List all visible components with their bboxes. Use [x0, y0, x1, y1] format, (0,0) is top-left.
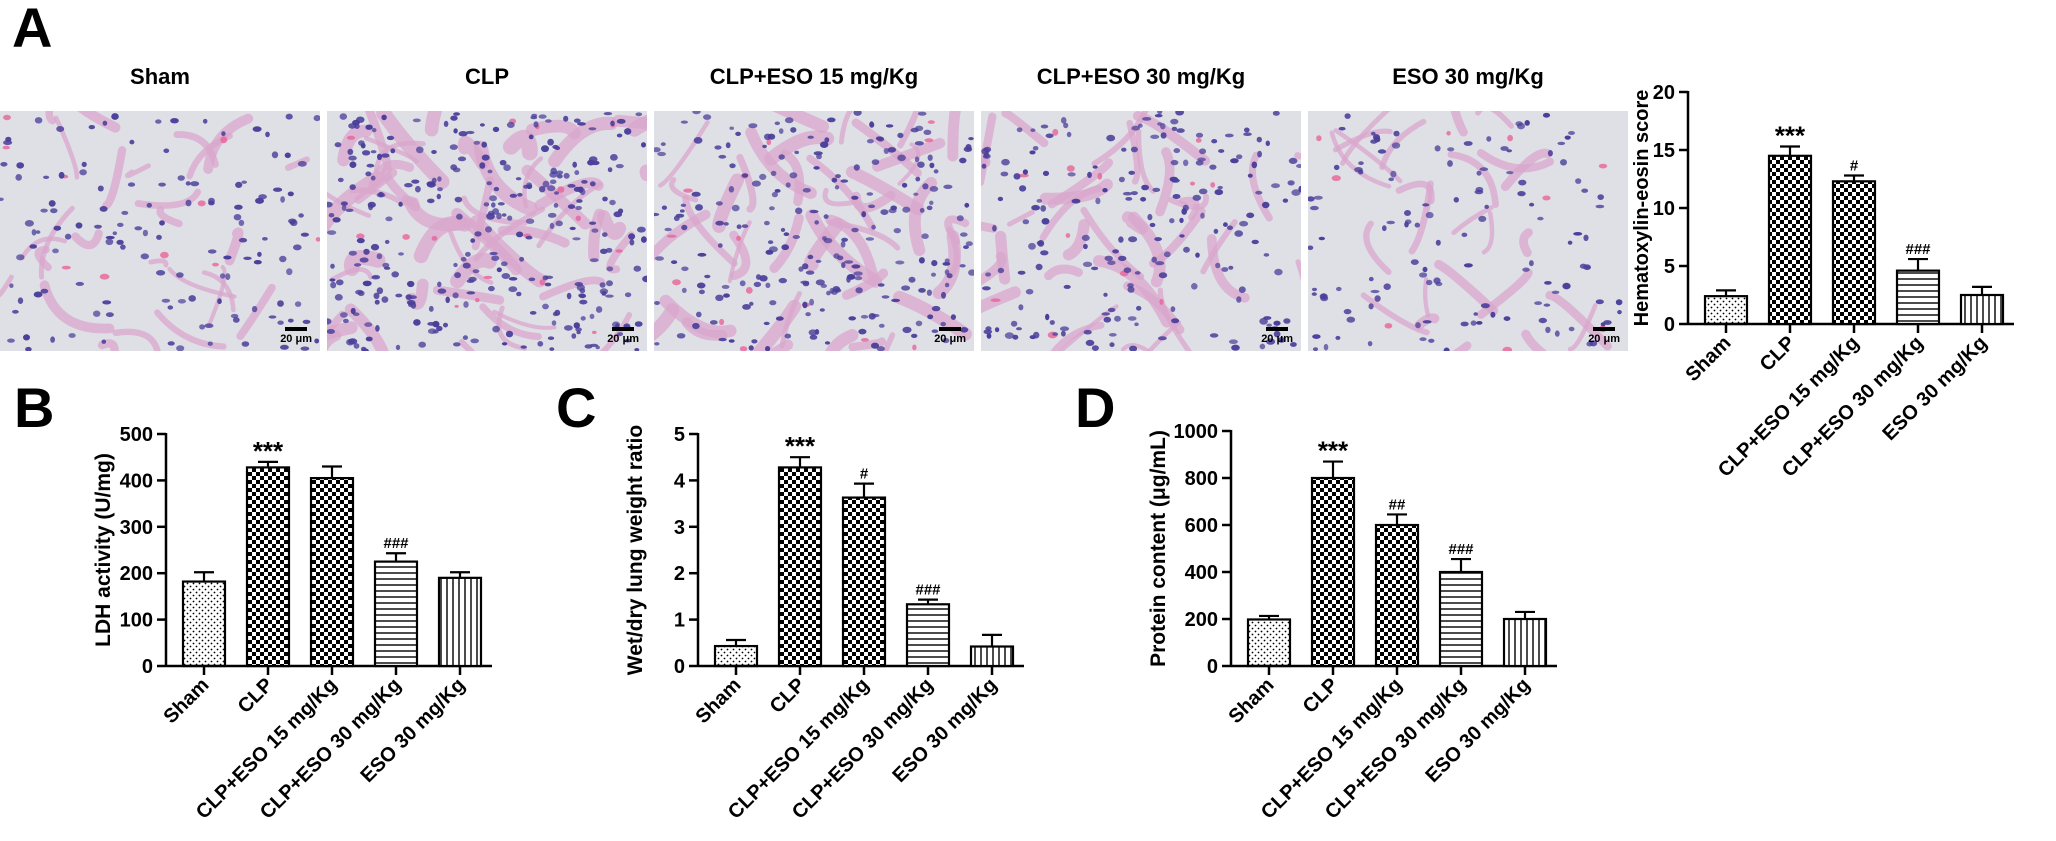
scale-bar: 20 μm — [280, 327, 312, 345]
y-tick-label: 20 — [1653, 82, 1675, 104]
bar — [1895, 269, 1941, 326]
bar — [1767, 154, 1813, 326]
histology-label-eso-30: ESO 30 mg/Kg — [1392, 64, 1544, 89]
y-tick-label: 0 — [1207, 656, 1218, 678]
histology-label-clp-eso-15: CLP+ESO 15 mg/Kg — [709, 64, 919, 89]
bar — [1310, 476, 1356, 668]
y-tick-label: 10 — [1653, 198, 1675, 220]
y-tick-label: 800 — [1185, 468, 1218, 490]
x-tick-label: CLP — [766, 674, 810, 718]
panel-letter-d: D — [1075, 376, 1116, 439]
bar — [437, 576, 483, 668]
y-tick-label: 600 — [1185, 515, 1218, 537]
y-tick-label: 200 — [120, 563, 153, 585]
bar — [713, 644, 759, 668]
y-tick-label: 1000 — [1174, 421, 1219, 443]
significance-label: *** — [785, 431, 816, 461]
bar — [969, 645, 1015, 668]
significance-label: ## — [1389, 496, 1406, 513]
bar — [1959, 293, 2005, 326]
y-tick-label: 400 — [120, 470, 153, 492]
scale-bar: 20 μm — [934, 327, 966, 345]
x-tick-label: CLP — [1756, 332, 1800, 376]
scale-bar: 20 μm — [1588, 327, 1620, 345]
bar — [309, 476, 355, 668]
panel-letter-b: B — [14, 376, 55, 439]
significance-label: ### — [1905, 241, 1931, 258]
x-tick-label: CLP — [1299, 674, 1343, 718]
bar — [1374, 523, 1420, 668]
bar — [373, 560, 419, 668]
y-tick-label: 4 — [674, 470, 686, 492]
significance-label: ### — [915, 582, 941, 599]
histology-image-clp-eso-15: 20 μm — [654, 111, 974, 351]
significance-label: ### — [383, 535, 409, 552]
y-tick-label: 3 — [674, 517, 685, 539]
x-tick-label: Sham — [159, 674, 213, 728]
significance-label: # — [1850, 158, 1859, 175]
y-tick-label: 500 — [120, 424, 153, 446]
significance-label: *** — [1775, 121, 1806, 151]
histology-image-eso-30: 20 μm — [1308, 111, 1628, 351]
y-tick-label: 5 — [674, 424, 685, 446]
scale-bar: 20 μm — [1261, 327, 1293, 345]
bar — [1831, 180, 1877, 326]
histology-label-clp: CLP — [465, 64, 509, 89]
significance-label: ### — [1448, 541, 1474, 558]
significance-label: *** — [253, 436, 284, 466]
y-tick-label: 5 — [1664, 256, 1675, 278]
y-tick-label: 200 — [1185, 609, 1218, 631]
x-tick-label: Sham — [691, 674, 745, 728]
y-tick-label: 0 — [1664, 314, 1675, 336]
panel-letter-c: C — [556, 376, 597, 439]
chart-c: 0 1 2 3 4 5 Wet/dry lung weight ratio Sham *** CL… — [624, 424, 1024, 824]
x-tick-label: Sham — [1681, 332, 1735, 386]
y-tick-label: 300 — [120, 517, 153, 539]
y-axis-label: Protein content (μg/mL) — [1147, 430, 1170, 667]
x-tick-label: Sham — [1224, 674, 1278, 728]
histology-label-sham: Sham — [130, 64, 190, 89]
histology-label-clp-eso-30: CLP+ESO 30 mg/Kg — [1036, 64, 1246, 89]
histology-image-clp: 20 μm — [327, 111, 647, 351]
histology-image-clp-eso-30: 20 μm — [981, 111, 1301, 351]
y-tick-label: 100 — [120, 610, 153, 632]
bar — [1438, 570, 1484, 668]
bar — [1246, 618, 1292, 668]
x-tick-label: CLP — [234, 674, 278, 718]
histology-image-sham: 20 μm — [0, 111, 320, 351]
y-tick-label: 0 — [142, 656, 153, 678]
y-axis-label: Wet/dry lung weight ratio — [624, 425, 647, 675]
y-tick-label: 400 — [1185, 562, 1218, 584]
y-tick-label: 1 — [674, 610, 685, 632]
y-tick-label: 15 — [1653, 140, 1675, 162]
bar — [1703, 295, 1749, 326]
significance-label: # — [860, 466, 869, 483]
bar — [905, 603, 951, 668]
y-axis-label: Hematoxylin-eosin score — [1631, 90, 1653, 327]
bar — [1502, 617, 1548, 668]
y-tick-label: 2 — [674, 563, 685, 585]
bar — [777, 466, 823, 668]
significance-label: *** — [1318, 436, 1349, 466]
bar — [841, 496, 887, 668]
bar — [245, 466, 291, 668]
panel-letter-a: A — [12, 0, 53, 59]
scale-bar: 20 μm — [607, 327, 639, 345]
bar — [181, 580, 227, 668]
y-axis-label: LDH activity (U/mg) — [92, 453, 115, 647]
y-tick-label: 0 — [674, 656, 685, 678]
